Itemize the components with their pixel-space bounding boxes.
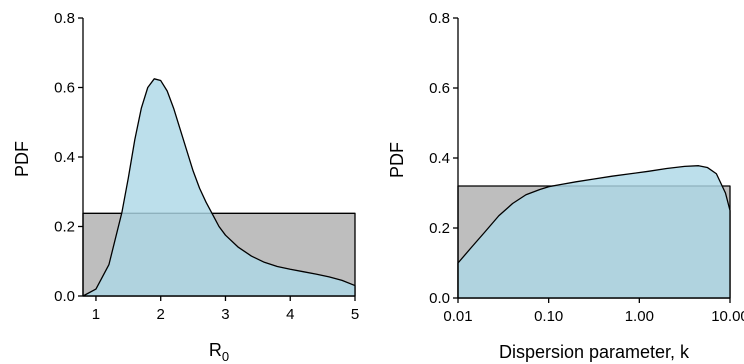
y-tick-label: 0.6 [429, 80, 450, 97]
x-axis-label: R0 [209, 340, 229, 364]
y-axis-label: PDF [387, 142, 407, 178]
chart-1: 0.0 0.2 0.4 0.6 0.8 1 2 3 4 5 PDF R0 [12, 10, 359, 364]
x-tick-label: 5 [351, 306, 359, 323]
x-axis-label: Dispersion parameter, k [499, 342, 690, 362]
y-tick-label: 0.6 [54, 80, 75, 97]
y-tick-label: 0.2 [54, 219, 75, 236]
y-tick-label: 0.8 [54, 10, 75, 27]
y-tick-label: 0.4 [54, 149, 75, 166]
y-tick-label: 0.0 [54, 288, 75, 305]
x-tick-label: 1.00 [625, 308, 654, 325]
x-tick-label: 1 [92, 306, 100, 323]
x-tick-label: 10.00 [711, 308, 744, 325]
y-tick-label: 0.4 [429, 150, 450, 167]
y-tick-label: 0.0 [429, 290, 450, 307]
x-tick-label: 4 [286, 306, 294, 323]
posterior-density-area [82, 78, 356, 297]
x-tick-label: 0.10 [534, 308, 563, 325]
x-axis-label-subscript: 0 [222, 349, 229, 364]
y-axis-label: PDF [12, 141, 32, 177]
posterior-density-area [457, 165, 731, 299]
chart-2: 0.0 0.2 0.4 0.6 0.8 0.01 0.10 1.00 10.00 PDF Dispe… [387, 10, 744, 362]
x-tick-label: 0.01 [443, 308, 472, 325]
y-tick-label: 0.8 [429, 10, 450, 27]
x-tick-label: 2 [157, 306, 165, 323]
y-tick-label: 0.2 [429, 220, 450, 237]
x-tick-label: 3 [221, 306, 229, 323]
